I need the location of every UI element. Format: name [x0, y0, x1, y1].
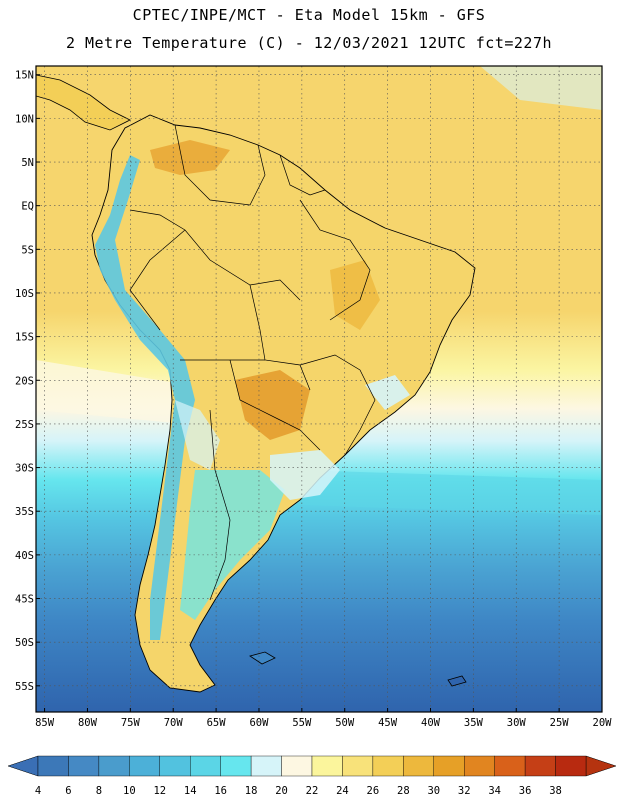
hot-region-chaco	[235, 370, 310, 440]
colorbar-segment	[403, 755, 434, 777]
colorbar-segment	[37, 755, 69, 777]
lat-tick-label: 35S	[15, 506, 34, 518]
cool-region-se-brazil	[365, 375, 410, 410]
lat-tick-label: 10N	[15, 113, 34, 125]
lon-tick-label: 80W	[78, 717, 98, 729]
colorbar-segment	[250, 755, 282, 777]
colorbar-segment	[159, 755, 191, 777]
colorbar-label: 14	[184, 785, 197, 797]
lat-tick-label: 5S	[21, 244, 34, 256]
hot-region-venezuela	[150, 140, 230, 175]
lon-tick-label: 30W	[507, 717, 527, 729]
colorbar-label: 34	[488, 785, 501, 797]
south-georgia-island	[447, 675, 467, 687]
lat-tick-label: 15N	[15, 70, 34, 82]
andes-pale-patch	[175, 400, 220, 470]
colorbar-low-arrow	[7, 755, 39, 777]
lon-tick-label: 20W	[593, 717, 613, 729]
lon-tick-label: 65W	[207, 717, 227, 729]
colorbar-label: 4	[35, 785, 41, 797]
lon-tick-label: 50W	[335, 717, 355, 729]
colorbar-label: 10	[123, 785, 136, 797]
lat-tick-label: EQ	[21, 201, 34, 213]
colorbar-segment	[98, 755, 130, 777]
colorbar-segment	[68, 755, 100, 777]
uruguay-pale	[270, 450, 340, 500]
lon-tick-label: 85W	[35, 717, 55, 729]
lat-tick-label: 55S	[15, 681, 34, 693]
lon-tick-label: 40W	[421, 717, 441, 729]
colorbar-segment	[220, 755, 252, 777]
map-subtitle: 2 Metre Temperature (C) - 12/03/2021 12U…	[65, 34, 553, 52]
lat-tick-label: 20S	[15, 375, 34, 387]
colorbar-label: 20	[275, 785, 288, 797]
colorbar-segment	[372, 755, 404, 777]
colorbar-label: 26	[367, 785, 380, 797]
colorbar-high-arrow	[585, 755, 617, 777]
ocean-teal-band	[300, 470, 602, 515]
colorbar-label: 28	[397, 785, 410, 797]
ocean-cool-patch	[480, 66, 602, 110]
lon-tick-label: 45W	[378, 717, 398, 729]
colorbar-label: 12	[153, 785, 166, 797]
colorbar-label: 30	[427, 785, 440, 797]
lat-tick-label: 25S	[15, 419, 34, 431]
lat-tick-label: 30S	[15, 463, 34, 475]
colorbar-segment	[555, 755, 587, 777]
colorbar-label: 24	[336, 785, 349, 797]
lat-tick-label: 10S	[15, 288, 34, 300]
colorbar-label: 38	[549, 785, 562, 797]
map-title: CPTEC/INPE/MCT - Eta Model 15km - GFS	[132, 6, 486, 24]
colorbar-segment	[281, 755, 313, 777]
colorbar-label: 16	[214, 785, 227, 797]
colorbar-segment	[342, 755, 374, 777]
colorbar-label: 6	[65, 785, 71, 797]
lon-tick-label: 70W	[164, 717, 184, 729]
map-panel	[36, 66, 602, 712]
colorbar-label: 18	[245, 785, 258, 797]
colorbar-segment	[524, 755, 556, 777]
lon-tick-label: 60W	[249, 717, 269, 729]
lat-tick-label: 40S	[15, 550, 34, 562]
colorbar-label: 32	[458, 785, 471, 797]
lat-tick-label: 45S	[15, 594, 34, 606]
lon-tick-label: 25W	[550, 717, 570, 729]
longitude-axis: 85W 80W 75W 70W 65W 60W 55W 50W 45W 40W 35W 30W 25W 2…	[35, 708, 612, 729]
lon-tick-label: 55W	[292, 717, 312, 729]
lon-tick-label: 35W	[464, 717, 484, 729]
lat-tick-label: 50S	[15, 637, 34, 649]
colorbar-segment	[129, 755, 160, 777]
country-borders	[129, 124, 376, 601]
colorbar-segment	[311, 755, 343, 777]
colorbar-label: 8	[96, 785, 102, 797]
colorbar-label: 36	[519, 785, 532, 797]
latitude-axis: 15N 10N 5N EQ 5S 10S 15S 20S 25S 30S 35S 40S 45S 50S 5…	[15, 70, 40, 693]
lon-tick-label: 75W	[121, 717, 141, 729]
map-frame	[35, 65, 603, 713]
colorbar-segment	[464, 755, 495, 777]
colorbar-segment	[433, 755, 465, 777]
central-america-land	[36, 74, 131, 131]
colorbar-segment	[190, 755, 221, 777]
falkland-islands	[249, 651, 276, 665]
temperature-colorbar: 4 6 8 10 12 14 16 18 20 22 24 26 28 30 32 34 36 38	[7, 755, 617, 797]
colorbar-label: 22	[306, 785, 319, 797]
andes-cold-spine	[95, 155, 195, 640]
lat-tick-label: 5N	[21, 157, 34, 169]
lat-tick-label: 15S	[15, 332, 34, 344]
colorbar-segment	[494, 755, 526, 777]
